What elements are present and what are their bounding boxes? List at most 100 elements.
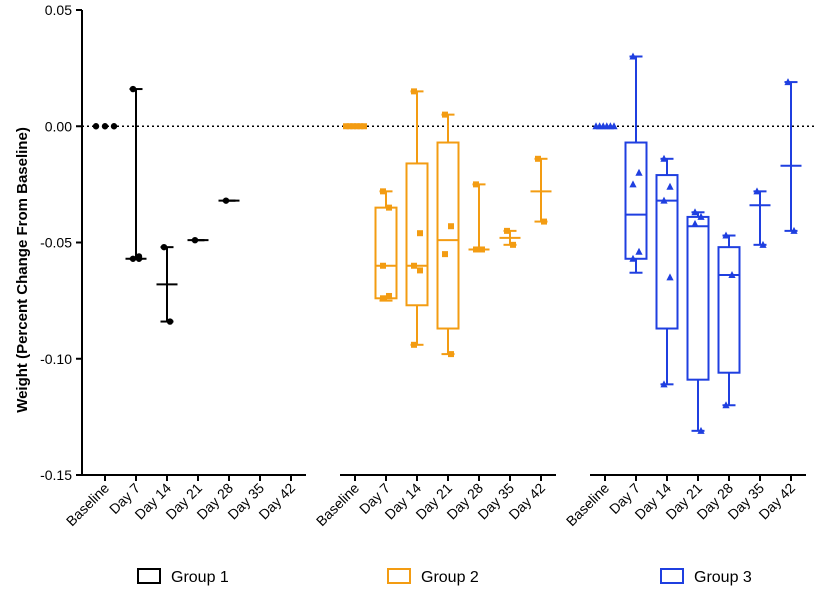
data-point	[222, 197, 230, 204]
legend-label: Group 1	[171, 569, 229, 586]
data-point	[722, 401, 730, 409]
box-day-14	[156, 243, 178, 325]
data-point	[417, 267, 423, 274]
legend-swatch	[660, 568, 684, 584]
box-day-7	[374, 188, 398, 302]
data-point	[691, 219, 699, 227]
data-point	[350, 123, 357, 130]
data-point	[361, 123, 367, 130]
box-day-7	[624, 52, 648, 274]
data-point	[380, 262, 386, 269]
y-tick-label: 0.00	[45, 118, 72, 134]
legend-swatch	[137, 568, 161, 584]
data-point	[629, 254, 637, 262]
iqr-box	[686, 215, 710, 381]
data-point	[635, 168, 643, 176]
legend-label: Group 2	[421, 569, 479, 586]
data-point	[722, 231, 730, 239]
x-tick-label: Baseline	[313, 480, 362, 529]
box-day-21	[686, 208, 710, 434]
iqr-box	[436, 141, 460, 330]
box-baseline	[343, 123, 367, 130]
data-point	[504, 227, 510, 234]
data-point	[386, 292, 392, 299]
y-tick-label: 0.05	[45, 2, 72, 18]
data-point	[790, 226, 798, 234]
data-point	[448, 223, 454, 230]
data-point	[541, 218, 547, 225]
iqr-box	[624, 141, 648, 260]
data-point	[697, 426, 705, 434]
legend-label: Group 3	[694, 569, 752, 586]
data-point	[160, 243, 168, 251]
data-point	[666, 182, 674, 190]
y-tick-label: -0.05	[40, 235, 72, 251]
x-tick-label: Baseline	[63, 480, 112, 529]
box-day-14	[405, 88, 429, 348]
data-point	[343, 123, 349, 130]
data-point	[629, 180, 637, 188]
box-baseline	[92, 123, 118, 130]
data-point	[697, 212, 705, 220]
data-point	[473, 181, 479, 188]
data-point	[691, 208, 699, 216]
data-point	[535, 155, 541, 162]
series-group-2	[343, 88, 552, 358]
data-point	[759, 240, 767, 248]
box-day-28	[717, 231, 741, 409]
data-point	[346, 123, 353, 130]
data-point	[417, 230, 423, 237]
iqr-box	[717, 246, 741, 374]
data-point	[610, 122, 618, 130]
box-day-14	[655, 154, 679, 388]
data-point	[380, 295, 386, 302]
data-point	[129, 85, 137, 93]
series-group-1	[92, 85, 240, 325]
box-baseline	[592, 122, 618, 130]
data-point	[386, 204, 392, 211]
data-point	[660, 154, 668, 162]
box-day-21	[187, 236, 209, 244]
box-day-35	[499, 227, 521, 248]
data-point	[357, 123, 364, 130]
box-day-42	[530, 155, 552, 225]
data-point	[635, 247, 643, 255]
data-point	[660, 380, 668, 388]
data-point	[166, 318, 174, 325]
data-point	[442, 251, 448, 258]
legend: Group 1 Group 2 Group 3	[137, 568, 752, 586]
legend-entry: Group 3	[660, 568, 752, 586]
data-point	[629, 52, 637, 60]
data-point	[442, 111, 448, 118]
data-point	[660, 196, 668, 204]
data-point	[129, 255, 137, 262]
data-point	[784, 78, 792, 86]
data-point	[101, 123, 109, 130]
series-group-3	[592, 52, 802, 434]
data-point	[191, 236, 199, 244]
data-point	[411, 262, 417, 269]
data-point	[753, 187, 761, 195]
data-point	[510, 241, 516, 248]
y-tick-label: -0.15	[40, 467, 72, 483]
box-day-7	[125, 85, 147, 262]
y-axis-title: Weight (Percent Change From Baseline)	[14, 127, 31, 413]
data-point	[473, 246, 479, 253]
data-point	[353, 123, 360, 130]
legend-entry: Group 2	[387, 568, 479, 586]
data-point	[411, 341, 417, 348]
x-tick-label: Baseline	[563, 480, 612, 529]
data-point	[666, 273, 674, 281]
iqr-box	[655, 174, 679, 330]
data-point	[411, 88, 417, 95]
iqr-box	[374, 206, 398, 300]
y-tick-label: -0.10	[40, 351, 72, 367]
legend-swatch	[387, 568, 411, 584]
box-day-35	[749, 187, 771, 248]
data-point	[92, 123, 100, 130]
box-day-28	[468, 181, 490, 253]
box-day-21	[436, 111, 460, 358]
data-point	[479, 246, 485, 253]
data-point	[380, 188, 386, 195]
